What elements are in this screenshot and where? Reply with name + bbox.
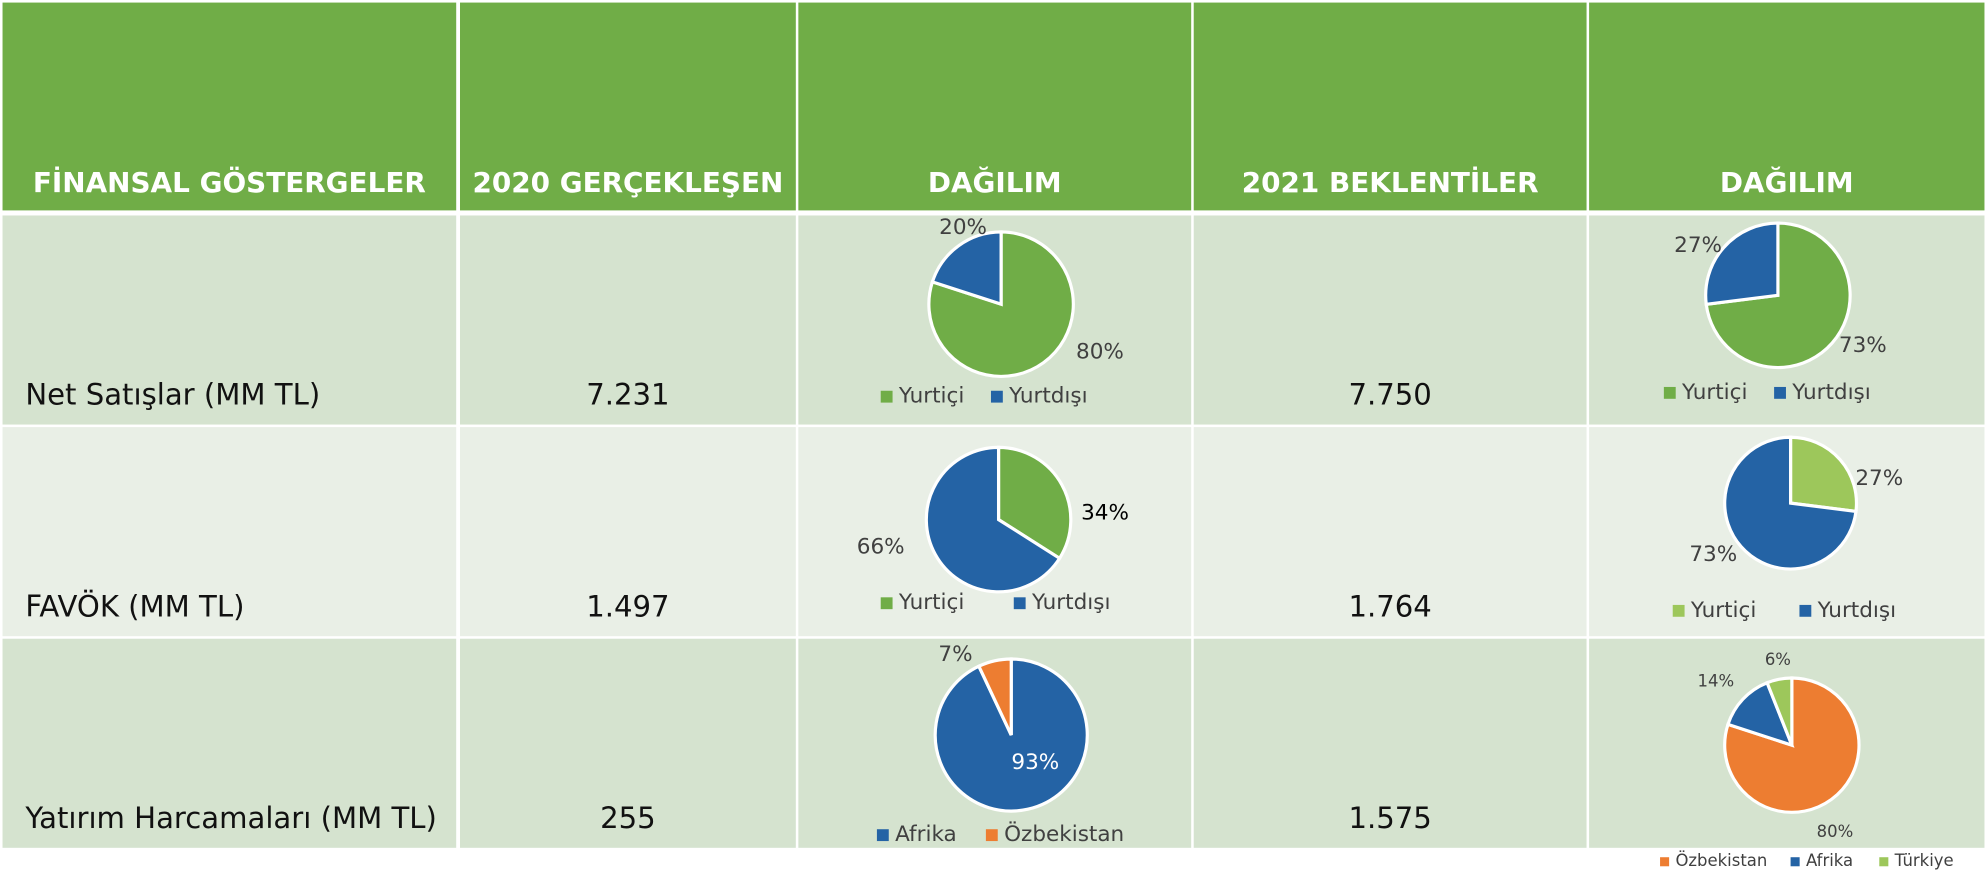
table-cell <box>1193 215 1587 425</box>
legend-label: Afrika <box>895 822 957 847</box>
pie-label: 14% <box>1698 671 1735 690</box>
pie-label: 66% <box>857 534 905 559</box>
pie-label: 7% <box>938 642 972 667</box>
legend-marker <box>1790 857 1800 867</box>
legend-marker <box>1799 604 1812 617</box>
header-cell <box>1193 2 1587 211</box>
pie-label: 73% <box>1839 333 1887 358</box>
header-label: 2021 BEKLENTİLER <box>1242 165 1539 199</box>
pie-slice <box>1765 676 1794 746</box>
legend-marker <box>1774 386 1786 399</box>
table-cell <box>1193 427 1587 637</box>
table-cell <box>2 215 457 425</box>
cell-value: 7.750 <box>1348 378 1431 412</box>
header-cell <box>1589 2 1985 211</box>
header-label: FİNANSAL GÖSTERGELER <box>33 165 426 199</box>
legend-label: Yurtdışı <box>1008 384 1087 409</box>
legend-label: Afrika <box>1806 851 1853 870</box>
table-cell <box>460 215 796 425</box>
legend-label: Yurtiçi <box>898 384 964 409</box>
cell-value: 7.231 <box>586 378 669 412</box>
legend-label: Yurtiçi <box>1690 598 1756 623</box>
pie-slice <box>1788 435 1859 514</box>
pie-slice <box>924 445 1062 594</box>
legend-marker <box>876 829 889 842</box>
pie-label: 80% <box>1076 339 1124 364</box>
legend-marker <box>1013 597 1026 610</box>
legend-marker <box>1663 386 1676 399</box>
header-cell <box>2 2 457 211</box>
legend-marker <box>880 597 893 610</box>
pie-slice <box>976 657 1013 736</box>
header-cell <box>798 2 1192 211</box>
header-label: DAĞILIM <box>1720 165 1854 199</box>
cell-value: 1.497 <box>586 589 669 623</box>
pie-label: 93% <box>1011 750 1059 775</box>
header-cell <box>460 2 796 211</box>
legend-label: Yurtdışı <box>1031 590 1110 615</box>
header-label: DAĞILIM <box>928 165 1062 199</box>
legend-label: Özbekistan <box>1004 821 1124 847</box>
pie-slice <box>930 230 1003 307</box>
legend-label: Türkiye <box>1894 851 1954 870</box>
cell-value: 1.764 <box>1348 589 1431 623</box>
legend-marker <box>985 829 998 842</box>
pie-label: 20% <box>939 215 987 240</box>
pie-label: 27% <box>1674 233 1722 258</box>
header-label: 2020 GERÇEKLEŞEN <box>472 166 783 199</box>
pie-label: 6% <box>1765 650 1791 669</box>
pie-label: 73% <box>1689 542 1737 567</box>
table-cell <box>460 638 796 848</box>
legend-label: Özbekistan <box>1675 851 1767 870</box>
pie-slice <box>1704 221 1780 307</box>
table-cell <box>2 427 457 637</box>
legend-label: Yurtdışı <box>1817 598 1896 623</box>
legend-marker <box>1672 604 1685 617</box>
legend-label: Yurtiçi <box>1681 380 1747 405</box>
legend-marker <box>1660 857 1670 867</box>
legend-marker <box>990 390 1003 403</box>
pie-label: 34% <box>1081 500 1129 525</box>
pie-slice <box>1723 676 1861 814</box>
legend-marker <box>1879 857 1889 867</box>
cell-value: 1.575 <box>1348 801 1431 835</box>
pie-label: 27% <box>1855 466 1903 491</box>
table-cell <box>1193 638 1587 848</box>
row-label: FAVÖK (MM TL) <box>25 589 244 623</box>
cell-value: 255 <box>600 801 656 835</box>
row-label: Net Satışlar (MM TL) <box>25 378 320 412</box>
table-cell <box>2 638 457 848</box>
legend-marker <box>880 390 893 403</box>
table-cell <box>460 427 796 637</box>
pie-slice <box>1723 435 1858 571</box>
legend-label: Yurtiçi <box>898 590 964 615</box>
row-label: Yatırım Harcamaları (MM TL) <box>24 801 437 835</box>
pie-label: 80% <box>1817 822 1854 841</box>
legend-label: Yurtdışı <box>1791 380 1870 405</box>
